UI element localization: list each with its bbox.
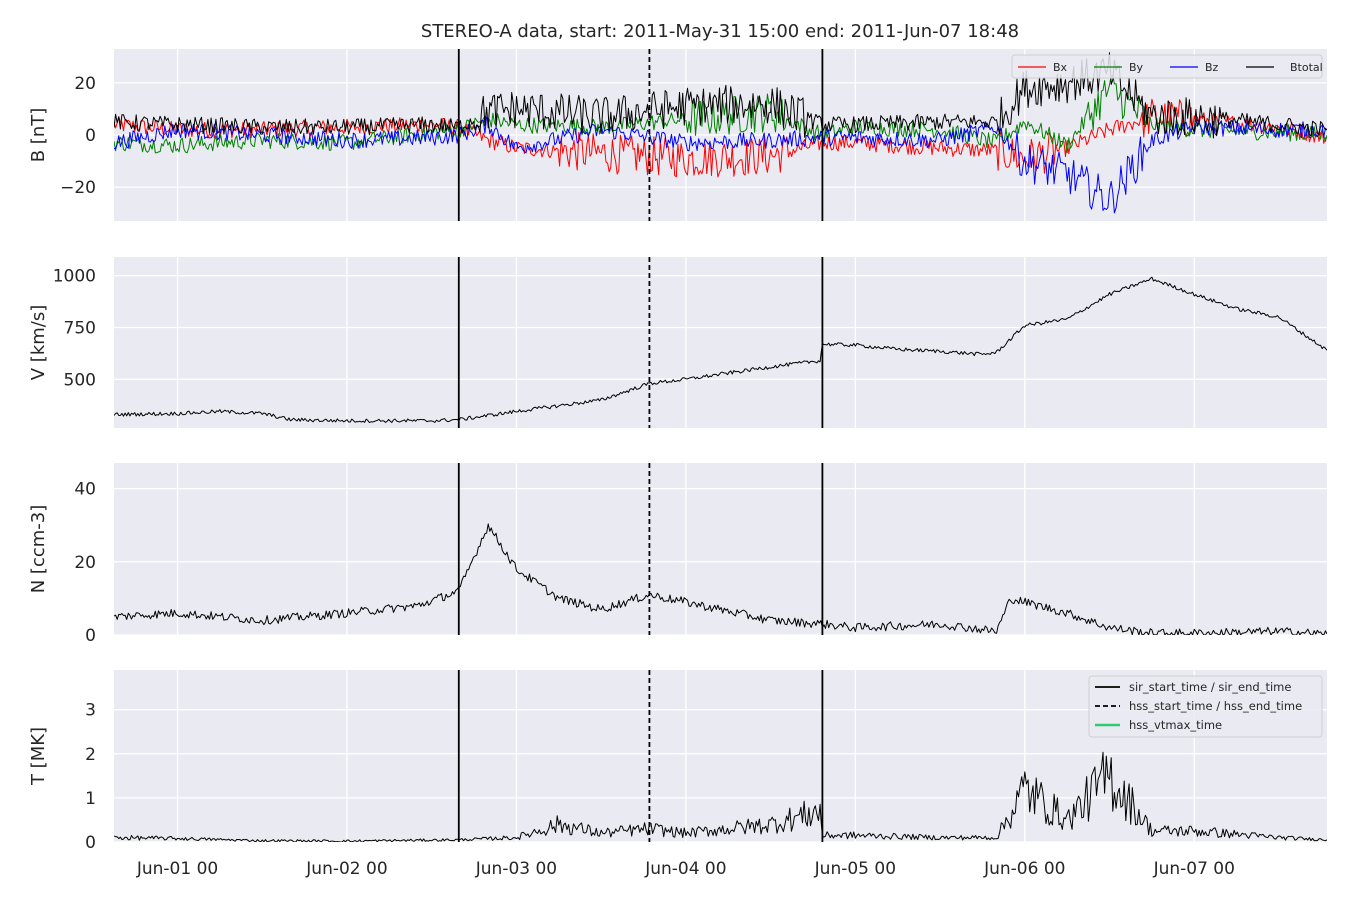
series-group: [114, 52, 1327, 214]
y-tick-label: 750: [64, 318, 96, 338]
y-tick-label: 1000: [53, 267, 96, 287]
chart-title: STEREO-A data, start: 2011-May-31 15:00 …: [421, 21, 1019, 42]
y-tick-label: 2: [85, 745, 96, 765]
y-tick-label: 40: [74, 480, 96, 500]
series-line-t: [114, 751, 1327, 842]
legend-events: sir_start_time / sir_end_time hss_start_t…: [1088, 675, 1323, 738]
x-tick-label: Jun-07 00: [1153, 859, 1235, 879]
x-axis-tick-labels: Jun-01 00 Jun-02 00 Jun-03 00 Jun-04 00 Jun-…: [136, 859, 1235, 879]
y-axis-label: T [MK]: [28, 727, 49, 786]
y-tick-label: 0: [85, 626, 96, 646]
legend-label: hss_vtmax_time: [1129, 718, 1222, 732]
series-line-btotal: [114, 52, 1327, 139]
legend-b: Bx By Bz Btotal: [1011, 54, 1323, 79]
x-tick-label: Jun-01 00: [136, 859, 218, 879]
panel-3: 0 20 40 N [ccm-3]: [28, 463, 1327, 646]
legend-label: Bx: [1053, 61, 1068, 74]
x-tick-label: Jun-03 00: [475, 859, 557, 879]
legend-label: Bz: [1205, 61, 1219, 74]
panel-1: −20 0 20 B [nT] Bx By Bz Btotal: [28, 49, 1327, 221]
y-axis-label: V [km/s]: [28, 305, 49, 380]
series-line-n: [114, 523, 1327, 635]
panel-4: 0 1 2 3 T [MK] sir_start_time / sir_end_timeh…: [28, 670, 1327, 853]
plot-area: [114, 463, 1327, 635]
x-tick-label: Jun-02 00: [305, 859, 387, 879]
y-tick-label: 20: [74, 74, 96, 94]
series-line-by: [114, 74, 1327, 154]
legend-label: sir_start_time / sir_end_time: [1129, 680, 1291, 694]
series-line-bx: [114, 98, 1327, 178]
x-tick-label: Jun-04 00: [644, 859, 726, 879]
y-tick-label: 500: [64, 370, 96, 390]
legend-label: Btotal: [1290, 61, 1323, 74]
series-line-v: [114, 276, 1327, 424]
series-group: [114, 523, 1327, 635]
y-tick-label: 0: [85, 833, 96, 853]
legend-label: hss_start_time / hss_end_time: [1129, 699, 1302, 713]
y-tick-label: 0: [85, 126, 96, 146]
legend-box: [1011, 54, 1323, 79]
x-tick-label: Jun-05 00: [814, 859, 896, 879]
y-tick-label: −20: [60, 178, 96, 198]
series-line-bz: [114, 116, 1327, 214]
x-tick-label: Jun-06 00: [983, 859, 1065, 879]
series-group: [114, 276, 1327, 424]
plot-area: [114, 257, 1327, 428]
y-tick-label: 20: [74, 553, 96, 573]
y-axis-label: N [ccm-3]: [28, 505, 49, 594]
series-group: [114, 751, 1327, 842]
y-axis-label: B [nT]: [28, 108, 49, 163]
legend-label: By: [1129, 61, 1144, 74]
y-tick-label: 3: [85, 701, 96, 721]
y-tick-label: 1: [85, 789, 96, 809]
legend-box: [1088, 675, 1323, 738]
